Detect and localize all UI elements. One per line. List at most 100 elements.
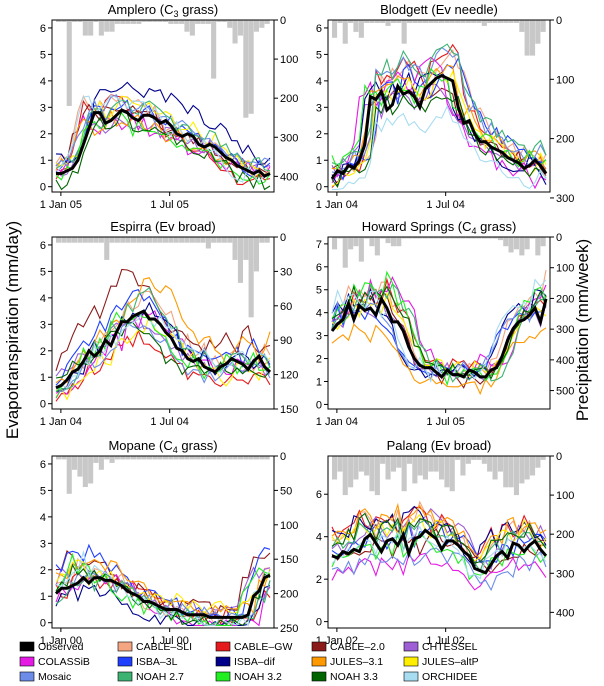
precip-bar (530, 20, 536, 56)
precip-bar (471, 456, 477, 460)
legend-label: JULES–3.1 (330, 656, 383, 668)
y-tick-label: 3 (40, 319, 46, 331)
precip-bar (146, 237, 152, 243)
y2-tick-label: 300 (556, 193, 574, 205)
precip-bar (412, 20, 418, 23)
y-tick-label: 5 (316, 49, 322, 61)
precip-bar (332, 456, 338, 480)
series-line (55, 550, 271, 618)
precip-bar (390, 456, 396, 472)
precip-bar (130, 237, 136, 243)
legend-label: ISBA–dif (234, 656, 275, 668)
precip-bar (56, 237, 62, 243)
precip-bar (444, 237, 450, 239)
y2-tick-label: 400 (556, 355, 574, 367)
precip-bar (513, 456, 519, 496)
precip-bar (88, 237, 94, 243)
precip-bar (396, 20, 402, 23)
precip-bar (380, 237, 386, 239)
x-tick-label: 1 Jul 02 (426, 635, 465, 647)
legend-label: ISBA–3L (136, 656, 178, 668)
legend-swatch (19, 641, 35, 652)
precip-bar (444, 456, 450, 488)
precip-bar (385, 237, 391, 244)
legend-swatch (403, 671, 419, 682)
series-line (55, 268, 271, 371)
precip-bar (487, 456, 493, 472)
x-tick-label: 1 Jul 04 (426, 199, 465, 211)
precip-bar (211, 20, 217, 79)
precip-bar (460, 237, 466, 239)
legend-item: ORCHIDEE (403, 671, 477, 683)
precip-bar (374, 237, 380, 256)
precip-bar (104, 20, 110, 32)
precip-bar (497, 237, 503, 241)
legend-label: Observed (38, 641, 84, 653)
precip-bar (125, 456, 131, 460)
precip-bar (253, 20, 259, 32)
precip-bar (173, 237, 179, 243)
precip-bar (141, 20, 147, 22)
y2-tick-label: 200 (556, 293, 574, 305)
precip-bar (66, 456, 72, 494)
x-tick-label: 1 Jul 04 (150, 416, 189, 428)
precip-bar (476, 456, 482, 460)
precip-bar (476, 20, 482, 23)
precip-bar (163, 237, 169, 243)
precip-bar (232, 237, 238, 260)
precip-bar (104, 237, 110, 260)
series-line (55, 110, 271, 191)
y-tick-label: 2 (40, 346, 46, 358)
legend-item: CABLE–GW (215, 641, 292, 653)
precip-bar (130, 456, 136, 460)
panel-4: 0 1 2 3 4 5 6 7 0 100 200 300 400 500 1 Jan 04 1 Jul 05… (316, 219, 575, 428)
y2-tick-label: 0 (556, 15, 562, 27)
precip-bar (141, 237, 147, 243)
legend-swatch (215, 641, 231, 652)
precip-bar (205, 20, 211, 24)
precip-bar (508, 237, 514, 253)
precip-bar (348, 20, 354, 23)
precip-bar (513, 20, 519, 23)
series-line (331, 513, 547, 562)
precip-bar (227, 456, 233, 460)
precip-bar (406, 237, 412, 239)
series-line (55, 99, 271, 172)
panel-title: Mopane (C4 grass) (108, 438, 217, 455)
precip-bar (136, 237, 142, 243)
precip-bar (385, 456, 391, 480)
precip-bar (72, 237, 78, 243)
precip-bar (125, 20, 131, 24)
panel-title: Amplero (C3 grass) (108, 2, 219, 19)
precip-bar (422, 456, 428, 480)
y2-tick-label: 30 (280, 266, 292, 278)
series-line (331, 547, 547, 592)
precip-bar (152, 237, 158, 243)
precip-bar (390, 237, 396, 247)
series-line (331, 502, 547, 560)
series-line (55, 322, 271, 379)
legend-label: Mosaic (38, 671, 71, 683)
series-line (331, 512, 547, 564)
series-line (331, 278, 547, 384)
y-tick-label: 6 (316, 262, 322, 274)
legend-label: CABLE–2.0 (330, 641, 385, 653)
precip-bar (369, 20, 375, 23)
precip-bar (417, 456, 423, 476)
precip-bar (374, 20, 380, 23)
precip-bar (173, 20, 179, 24)
precip-bar (530, 456, 536, 476)
y-tick-label: 5 (40, 266, 46, 278)
precip-bar (221, 20, 227, 22)
y-tick-label: 0 (316, 182, 322, 194)
panel-title: Palang (Ev broad) (387, 438, 492, 453)
legend-label: NOAH 3.2 (234, 671, 282, 683)
plot-frame (51, 455, 275, 629)
precip-bar (253, 237, 259, 272)
precip-bar (465, 20, 471, 23)
precip-bar (540, 20, 546, 32)
precip-bar (513, 237, 519, 250)
series-line (331, 505, 547, 568)
precip-bar (93, 237, 99, 243)
precip-bar (433, 456, 439, 472)
